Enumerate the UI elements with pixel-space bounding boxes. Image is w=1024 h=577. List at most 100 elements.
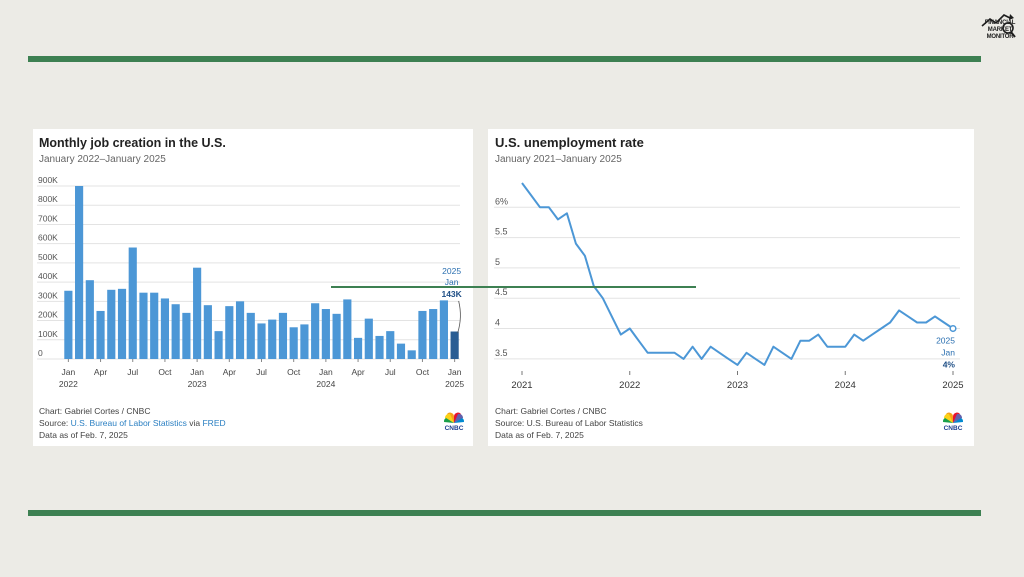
x-tick-label: Jan bbox=[190, 367, 204, 377]
bar bbox=[193, 267, 202, 359]
bar bbox=[171, 304, 180, 359]
chart-subtitle: January 2021–January 2025 bbox=[495, 154, 622, 165]
x-tick-label: Jan bbox=[319, 367, 333, 377]
annotation-value: 4% bbox=[943, 360, 956, 370]
y-tick-label: 300K bbox=[38, 290, 58, 300]
bar bbox=[407, 350, 416, 359]
annotation-month: Jan bbox=[445, 277, 459, 287]
cnbc-logo: CNBC bbox=[940, 411, 966, 435]
y-tick-label: 0 bbox=[38, 348, 43, 358]
bar bbox=[139, 292, 148, 359]
y-tick-label: 3.5 bbox=[495, 348, 508, 358]
bar bbox=[429, 309, 438, 359]
y-tick-label: 4 bbox=[495, 318, 500, 328]
job-creation-card: Monthly job creation in the U.S. January… bbox=[33, 129, 473, 446]
x-tick-label: 2025 bbox=[445, 379, 464, 389]
bar bbox=[150, 292, 159, 359]
bar bbox=[418, 310, 427, 359]
x-tick-label: Jul bbox=[385, 367, 396, 377]
unemployment-line bbox=[521, 182, 954, 366]
y-tick-label: 200K bbox=[38, 310, 58, 320]
y-tick-label: 6% bbox=[495, 196, 508, 206]
cnbc-logo: CNBC bbox=[441, 411, 467, 435]
x-tick-label: Oct bbox=[158, 367, 172, 377]
annotation-month: Jan bbox=[941, 348, 955, 358]
x-tick-label: Oct bbox=[287, 367, 301, 377]
bar bbox=[257, 323, 266, 359]
bar bbox=[75, 186, 84, 359]
annotation-year: 2025 bbox=[936, 336, 955, 346]
x-tick-label: Apr bbox=[94, 367, 107, 377]
bar bbox=[225, 306, 234, 359]
source-link[interactable]: U.S. Bureau of Labor Statistics bbox=[70, 418, 187, 428]
x-tick-label: 2024 bbox=[316, 379, 335, 389]
bar bbox=[396, 343, 406, 359]
x-tick-label: 2024 bbox=[835, 380, 856, 391]
bar bbox=[439, 300, 448, 359]
bar bbox=[375, 335, 384, 359]
y-tick-label: 5.5 bbox=[495, 227, 508, 237]
y-tick-label: 800K bbox=[38, 194, 58, 204]
bar bbox=[214, 331, 223, 359]
chart-footer: Chart: Gabriel Cortes / CNBC Source: U.S… bbox=[495, 406, 643, 440]
x-tick-label: Jan bbox=[448, 367, 462, 377]
last-point bbox=[949, 324, 957, 333]
bar bbox=[235, 301, 245, 359]
bar bbox=[182, 312, 191, 359]
top-divider bbox=[28, 56, 981, 62]
x-tick-label: Jul bbox=[256, 367, 267, 377]
bar bbox=[96, 310, 105, 359]
x-tick-label: 2023 bbox=[727, 380, 748, 391]
bar bbox=[246, 312, 255, 359]
bar bbox=[289, 327, 298, 359]
overlay-green-line bbox=[331, 286, 696, 288]
y-tick-label: 5 bbox=[495, 257, 500, 267]
bar bbox=[364, 318, 373, 359]
x-tick-label: 2022 bbox=[619, 380, 640, 391]
bar bbox=[85, 280, 94, 359]
y-tick-label: 700K bbox=[38, 213, 58, 223]
x-tick-label: Jan bbox=[62, 367, 76, 377]
y-tick-label: 400K bbox=[38, 271, 58, 281]
bar bbox=[311, 303, 320, 359]
bar bbox=[343, 299, 352, 359]
job-creation-chart: 0 100K 200K 300K 400K 500K 600K 700K 800K 900K Jan… bbox=[37, 175, 464, 389]
bar bbox=[278, 312, 288, 359]
bar bbox=[203, 305, 212, 359]
x-tick-label: 2025 bbox=[942, 380, 963, 391]
unemployment-chart: 3.5 4 4.5 5 5.5 6% 2021 2022 2023 2024 2025 2025 Jan… bbox=[494, 182, 964, 391]
y-tick-label: 500K bbox=[38, 252, 58, 262]
logo-text: FINANCIAL MARKET MONITOR bbox=[984, 20, 1016, 40]
bar bbox=[160, 298, 170, 359]
y-tick-label: 900K bbox=[38, 175, 58, 185]
fred-link[interactable]: FRED bbox=[202, 418, 226, 428]
x-tick-label: 2021 bbox=[511, 380, 532, 391]
bar bbox=[117, 288, 127, 359]
y-tick-label: 600K bbox=[38, 233, 58, 243]
bar bbox=[64, 290, 73, 359]
financial-market-monitor-logo bbox=[981, 14, 1016, 38]
y-tick-label: 4.5 bbox=[495, 287, 508, 297]
bar bbox=[128, 247, 137, 359]
x-tick-label: 2023 bbox=[188, 379, 207, 389]
bar bbox=[321, 309, 330, 359]
x-tick-label: Oct bbox=[416, 367, 430, 377]
bar bbox=[353, 337, 363, 359]
x-tick-label: Apr bbox=[223, 367, 236, 377]
bar bbox=[107, 289, 116, 359]
chart-title: U.S. unemployment rate bbox=[495, 135, 644, 150]
annotation-year: 2025 bbox=[442, 266, 461, 276]
bar bbox=[450, 331, 459, 359]
x-tick-label: Apr bbox=[351, 367, 364, 377]
chart-subtitle: January 2022–January 2025 bbox=[39, 154, 166, 165]
x-tick-label: 2022 bbox=[59, 379, 78, 389]
bar bbox=[268, 319, 277, 359]
bar bbox=[332, 313, 341, 359]
bar bbox=[300, 324, 309, 359]
x-tick-label: Jul bbox=[127, 367, 138, 377]
bottom-divider bbox=[28, 510, 981, 516]
chart-footer: Chart: Gabriel Cortes / CNBC Source: U.S… bbox=[39, 406, 226, 440]
chart-title: Monthly job creation in the U.S. bbox=[39, 136, 226, 150]
y-tick-label: 100K bbox=[38, 329, 58, 339]
annotation-leader bbox=[457, 300, 461, 334]
